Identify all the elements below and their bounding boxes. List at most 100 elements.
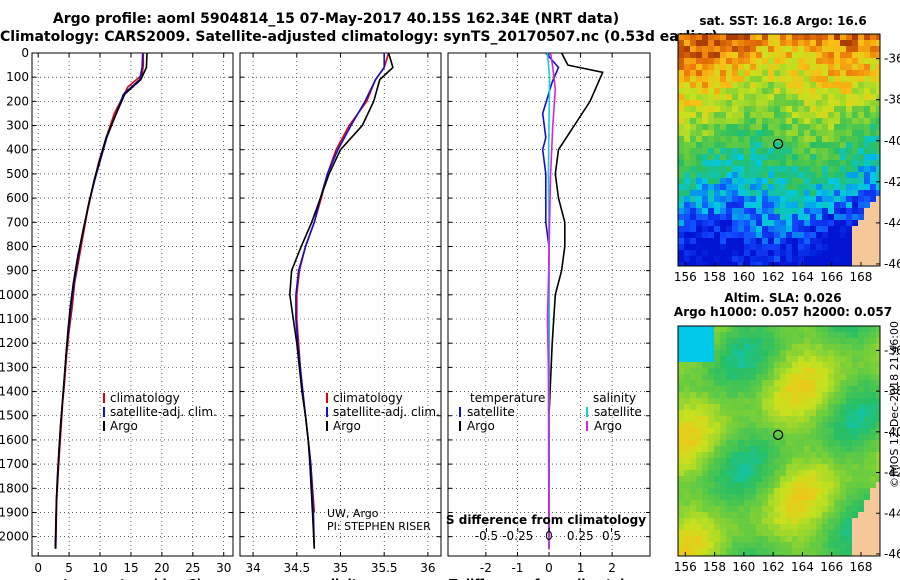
x-tick-label: 20 xyxy=(154,561,169,575)
legend-label: satellite-adj. clim. xyxy=(110,405,217,419)
x-tick-label: 5 xyxy=(65,561,73,575)
map-lat-label: -38 xyxy=(884,384,900,398)
salinity-diff-tick-label: -0.25 xyxy=(502,529,533,543)
map-frame xyxy=(677,33,881,267)
series-satellite-adj-clim xyxy=(295,53,386,549)
x-axis-label: T difference from climatology xyxy=(449,577,649,580)
float-position-marker xyxy=(773,138,784,149)
map-lat-label: -44 xyxy=(884,216,900,230)
map-lon-label: 160 xyxy=(732,560,755,574)
map-lat-label: -38 xyxy=(884,93,900,107)
x-tick-label: 10 xyxy=(92,561,107,575)
map-lat-label: -36 xyxy=(884,52,900,66)
map-lat-label: -42 xyxy=(884,466,900,480)
y-tick-label: 1900 xyxy=(0,505,29,519)
map-title: Argo h1000: 0.057 h2000: 0.057 xyxy=(674,305,892,319)
map-lat-label: -46 xyxy=(884,257,900,271)
y-tick-label: 2000 xyxy=(0,530,29,544)
y-tick-label: 600 xyxy=(6,191,29,205)
y-tick-label: 1200 xyxy=(0,336,29,350)
y-tick-label: 1300 xyxy=(0,360,29,374)
y-tick-label: 1000 xyxy=(0,288,29,302)
salinity-diff-tick-label: -0.5 xyxy=(475,529,498,543)
x-tick-label: 0 xyxy=(34,561,42,575)
x-tick-label: 25 xyxy=(185,561,200,575)
map-title: sat. SST: 16.8 Argo: 16.6 xyxy=(699,14,866,28)
map-lon-label: 160 xyxy=(732,270,755,284)
map-frame xyxy=(677,325,881,557)
series-temperature-satellite xyxy=(541,52,560,549)
map-lon-label: 168 xyxy=(850,560,873,574)
series-salinity-argo xyxy=(546,52,557,549)
x-tick-label: 1 xyxy=(577,561,585,575)
map-lon-label: 158 xyxy=(703,270,726,284)
x-tick-label: 30 xyxy=(216,561,231,575)
map-lat-label: -36 xyxy=(884,343,900,357)
pi-annotation: UW, Argo xyxy=(327,507,379,520)
series-climatology xyxy=(55,53,145,549)
map-lat-label: -40 xyxy=(884,425,900,439)
sla-map xyxy=(678,326,880,556)
map-lon-label: 164 xyxy=(791,560,814,574)
pi-annotation: PI: STEPHEN RISER xyxy=(327,520,431,533)
y-tick-label: 300 xyxy=(6,119,29,133)
legend-label: Argo xyxy=(333,419,361,433)
map-lon-label: 164 xyxy=(791,270,814,284)
y-tick-label: 1800 xyxy=(0,481,29,495)
float-position-marker xyxy=(773,429,784,440)
legend-label: satellite-adj. clim. xyxy=(333,405,440,419)
x-tick-label: 34.5 xyxy=(283,561,310,575)
y-tick-label: 1700 xyxy=(0,457,29,471)
map-lat-label: -44 xyxy=(884,506,900,520)
legend-title-temperature: temperature xyxy=(470,391,545,405)
y-tick-label: 1100 xyxy=(0,312,29,326)
map-lat-label: -40 xyxy=(884,134,900,148)
map-lon-label: 166 xyxy=(820,560,843,574)
y-tick-label: 1400 xyxy=(0,385,29,399)
x-tick-label: 36 xyxy=(420,561,435,575)
y-tick-label: 200 xyxy=(6,94,29,108)
map-lon-label: 158 xyxy=(703,560,726,574)
imos-stamp: ©IMOS 12-Dec-2018 21:46:00 xyxy=(888,321,900,488)
salinity-diff-tick-label: 0 xyxy=(545,529,553,543)
map-lon-label: 166 xyxy=(820,270,843,284)
salinity-diff-tick-label: 0.25 xyxy=(567,529,594,543)
y-tick-label: 400 xyxy=(6,143,29,157)
y-tick-label: 900 xyxy=(6,264,29,278)
legend-label: Argo xyxy=(467,419,495,433)
chart-title-line1: Argo profile: aoml 5904814_15 07-May-201… xyxy=(52,11,620,27)
legend-label: climatology xyxy=(110,391,180,405)
map-lon-label: 156 xyxy=(674,270,697,284)
chart-title-line2: Climatology: CARS2009. Satellite-adjuste… xyxy=(0,29,718,45)
x-tick-label: 35 xyxy=(333,561,348,575)
series-satellite-adj-clim xyxy=(54,52,144,549)
map-lon-label: 168 xyxy=(850,270,873,284)
y-tick-label: 500 xyxy=(6,167,29,181)
x-axis-label: temperature (deg C) xyxy=(63,577,202,580)
map-lon-label: 156 xyxy=(674,560,697,574)
x-tick-label: 15 xyxy=(123,561,138,575)
series-argo xyxy=(54,52,148,549)
series-temperature-argo xyxy=(548,52,604,549)
y-tick-label: 1600 xyxy=(0,433,29,447)
salinity-diff-tick-label: 0.5 xyxy=(602,529,621,543)
y-tick-label: 100 xyxy=(6,70,29,84)
series-argo xyxy=(288,52,394,549)
x-tick-label: -2 xyxy=(480,561,492,575)
y-tick-label: 1500 xyxy=(0,409,29,423)
x-tick-label: -1 xyxy=(511,561,523,575)
legend-label: satellite xyxy=(594,405,642,419)
y-tick-label: 0 xyxy=(21,46,29,60)
map-lat-label: -42 xyxy=(884,175,900,189)
legend-label: Argo xyxy=(110,419,138,433)
map-lon-label: 162 xyxy=(762,560,785,574)
salinity-diff-axis-title: S difference from climatology xyxy=(446,513,646,527)
sst-map xyxy=(678,34,880,266)
series-climatology xyxy=(295,52,390,513)
panel-frame-temperature xyxy=(31,52,234,557)
map-lat-label: -46 xyxy=(884,547,900,561)
map-lon-label: 162 xyxy=(762,270,785,284)
x-tick-label: 2 xyxy=(608,561,616,575)
x-tick-label: 0 xyxy=(545,561,553,575)
